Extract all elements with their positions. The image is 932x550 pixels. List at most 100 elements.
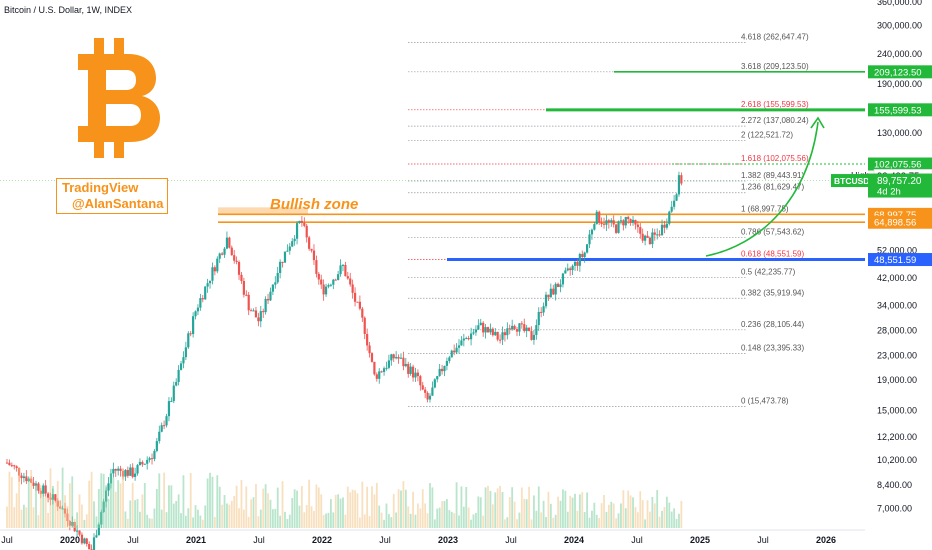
volume-bar: [404, 489, 407, 528]
projection-arrow: [705, 121, 819, 257]
chart-title: Bitcoin / U.S. Dollar, 1W, INDEX: [4, 5, 133, 15]
fib-label: 0.5 (42,235.77): [741, 267, 796, 276]
candle-body: [240, 274, 243, 281]
candle-body: [300, 220, 303, 224]
candle-body: [673, 200, 676, 207]
volume-bar: [30, 469, 33, 528]
volume-bar: [665, 496, 668, 528]
candle-body: [576, 261, 579, 266]
bullish-zone-highlight: [218, 207, 308, 215]
fib-label: 1.382 (89,443.91): [741, 171, 804, 180]
volume-bar: [66, 506, 69, 528]
candle-body: [416, 372, 420, 377]
volume-bar: [168, 485, 170, 528]
volume-bar: [663, 507, 666, 528]
candle-body: [320, 279, 323, 285]
candle-body: [175, 381, 178, 386]
volume-bar: [170, 485, 173, 528]
candle-body: [5, 462, 9, 464]
volume-bar: [649, 511, 651, 528]
volume-bar: [223, 495, 226, 528]
volume-bar: [496, 488, 499, 528]
candle-body: [252, 310, 255, 312]
candle-body: [503, 332, 507, 336]
volume-bar: [641, 500, 644, 528]
volume-bar: [400, 490, 402, 528]
volume-bar: [153, 508, 156, 528]
candle-body: [648, 237, 652, 245]
volume-bar: [303, 512, 306, 528]
candle-body: [590, 229, 594, 235]
volume-bar: [56, 480, 59, 528]
volume-bar: [102, 473, 105, 528]
volume-bar: [300, 486, 303, 528]
volume-bar: [516, 519, 518, 528]
volume-bar: [634, 507, 637, 528]
fib-label: 0.382 (35,919.94): [741, 288, 804, 297]
candle-body: [153, 450, 156, 459]
candle-body: [419, 376, 422, 386]
volume-bar: [141, 494, 144, 528]
volume-bar: [477, 496, 480, 528]
candle-body: [254, 310, 258, 318]
candle-body: [542, 306, 545, 313]
candle-body: [189, 333, 192, 335]
x-tick-label: 2026: [816, 535, 836, 545]
fib-label: 1.618 (102,075.56): [741, 154, 809, 163]
candle-body: [486, 327, 490, 333]
y-tick-label: 28,000.00: [877, 325, 917, 335]
candle-body: [656, 234, 659, 236]
candle-body: [78, 530, 81, 535]
candle-body: [281, 261, 284, 263]
price-tag: [868, 253, 932, 267]
volume-bar: [163, 472, 166, 528]
candle-body: [498, 339, 502, 341]
candle-body: [83, 538, 86, 544]
volume-bar: [155, 488, 158, 528]
volume-bar: [385, 503, 388, 528]
volume-bar: [216, 475, 219, 528]
candle-body: [663, 224, 666, 228]
volume-bar: [83, 519, 86, 528]
volume-bar: [530, 519, 533, 528]
watermark-brand: TradingView: [62, 180, 139, 195]
volume-bar: [151, 518, 153, 528]
candle-body: [453, 350, 456, 353]
volume-bar: [547, 491, 550, 528]
candle-body: [10, 465, 13, 467]
volume-bar: [388, 514, 390, 528]
candle-body: [315, 260, 318, 274]
candle-body: [218, 253, 221, 259]
x-tick-label: Jul: [127, 535, 139, 545]
candle-body: [298, 220, 301, 224]
candle-body: [283, 251, 287, 263]
volume-bar: [528, 486, 530, 528]
volume-bar: [412, 491, 414, 528]
candle-body: [598, 211, 601, 224]
volume-bar: [607, 504, 610, 528]
candle-body: [646, 235, 649, 238]
candle-body: [653, 232, 656, 235]
candle-body: [552, 288, 555, 295]
fib-label: 3.618 (209,123.50): [741, 62, 809, 71]
volume-bar: [346, 486, 349, 528]
volume-bar: [267, 493, 269, 528]
candle-body: [443, 365, 446, 372]
candle-body: [675, 194, 678, 201]
volume-bar: [119, 483, 122, 528]
volume-bar: [678, 513, 680, 528]
candle-body: [581, 254, 584, 257]
volume-bar: [670, 511, 673, 528]
volume-bar: [105, 485, 108, 528]
volume-bar: [576, 510, 579, 528]
candle-body: [216, 258, 219, 272]
candle-body: [600, 223, 603, 225]
candle-body: [547, 294, 550, 298]
candle-body: [484, 327, 487, 333]
volume-bar: [595, 514, 598, 528]
fib-label: 0.618 (48,551.59): [741, 250, 804, 259]
candle-body: [506, 328, 509, 336]
price-tag: [868, 103, 932, 117]
volume-bar: [450, 511, 453, 528]
candle-body: [114, 468, 117, 471]
